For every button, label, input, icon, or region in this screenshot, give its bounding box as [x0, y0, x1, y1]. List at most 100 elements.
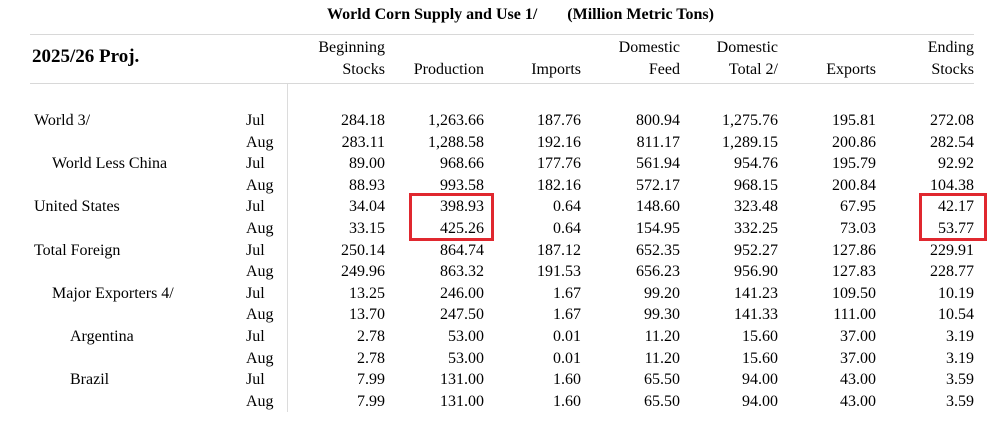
row-month: Aug [246, 133, 274, 151]
row-month: Jul [246, 198, 265, 216]
table-row: World Less China Jul 89.00 968.66 177.76 561.… [0, 153, 991, 175]
table-cell: 127.83 [832, 263, 876, 281]
table-cell: 192.16 [537, 133, 581, 151]
table-cell: 99.20 [644, 284, 680, 302]
table-cell: 53.00 [448, 328, 484, 345]
title-main: World Corn Supply and Use 1/ [327, 6, 538, 23]
table-cell: 3.19 [946, 349, 974, 367]
table-cell: 33.15 [349, 220, 385, 237]
row-month: Aug [246, 392, 274, 410]
table-cell: 0.64 [553, 220, 581, 237]
table-cell: 89.00 [349, 155, 385, 173]
column-header-line1: Beginning [318, 39, 385, 56]
table-cell: 0.64 [553, 198, 581, 216]
row-month: Jul [246, 241, 265, 259]
table-cell: 7.99 [357, 371, 385, 389]
column-header-line1: Domestic [716, 39, 778, 56]
table-cell: 43.00 [840, 392, 876, 410]
column-header-line1 [531, 37, 581, 59]
table-cell: 0.01 [553, 349, 581, 367]
table-cell: 127.86 [832, 241, 876, 259]
table-cell: 148.60 [636, 198, 680, 216]
row-month: Jul [246, 112, 265, 129]
row-label: Argentina [70, 328, 134, 345]
table-cell: 332.25 [734, 220, 778, 237]
column-header-line1 [414, 37, 484, 59]
table-cell: 250.14 [341, 241, 385, 259]
table-cell: 131.00 [440, 371, 484, 389]
table-cell: 200.86 [832, 133, 876, 151]
table-cell: 15.60 [742, 349, 778, 367]
column-header: Domestic Feed [619, 37, 680, 81]
column-header-line2: Total 2/ [728, 61, 778, 78]
highlight-box-production [409, 193, 494, 241]
column-header: Imports [531, 37, 581, 81]
table-cell: 10.19 [938, 284, 974, 302]
row-month: Aug [246, 263, 274, 281]
table-cell: 191.53 [537, 263, 581, 281]
table-cell: 1.60 [553, 392, 581, 410]
table-cell: 956.90 [734, 263, 778, 281]
column-header: Beginning Stocks [318, 37, 385, 81]
table-cell: 88.93 [349, 176, 385, 194]
row-month: Jul [246, 155, 265, 173]
table-row: Total Foreign Jul 250.14 864.74 187.12 652.35… [0, 240, 991, 262]
table-cell: 1,288.58 [428, 133, 484, 151]
table-cell: 43.00 [840, 371, 876, 389]
table-cell: 42.17 [938, 198, 974, 216]
table-cell: 11.20 [644, 328, 680, 345]
table-cell: 94.00 [742, 371, 778, 389]
highlight-box-ending-stocks [919, 193, 987, 241]
table-cell: 65.50 [644, 371, 680, 389]
table-cell: 811.17 [636, 133, 680, 151]
row-month: Aug [246, 306, 274, 324]
table-cell: 94.00 [742, 392, 778, 410]
table-cell: 800.94 [636, 112, 680, 129]
table-cell: 34.04 [349, 198, 385, 216]
table-cell: 99.30 [644, 306, 680, 324]
table-row: Aug 13.70 247.50 1.67 99.30 141.33 111.00 10.54 [0, 304, 991, 326]
row-label: Brazil [70, 371, 110, 389]
table-cell: 272.08 [930, 112, 974, 129]
table-row: Aug 33.15 425.26 0.64 154.95 332.25 73.03 53.77 [0, 218, 991, 240]
table-row: Aug 2.78 53.00 0.01 11.20 15.60 37.00 3.19 [0, 348, 991, 370]
column-header-line1: Domestic [618, 39, 680, 56]
table-cell: 863.32 [440, 263, 484, 281]
table-cell: 187.12 [537, 241, 581, 259]
column-header: Exports [826, 37, 876, 81]
table-row: Aug 249.96 863.32 191.53 656.23 956.90 127.83 2… [0, 261, 991, 283]
table-cell: 53.00 [448, 349, 484, 367]
table-cell: 11.20 [644, 349, 680, 367]
table-cell: 2.78 [357, 328, 385, 345]
table-cell: 656.23 [636, 263, 680, 281]
table-cell: 283.11 [341, 133, 385, 151]
table-cell: 864.74 [440, 241, 484, 259]
table-cell: 968.66 [440, 155, 484, 173]
row-label: Total Foreign [34, 241, 121, 259]
table-cell: 398.93 [440, 198, 484, 216]
row-label: World Less China [52, 155, 168, 173]
table-cell: 1.60 [553, 371, 581, 389]
column-header: Ending Stocks [928, 37, 974, 81]
table-cell: 1.67 [553, 306, 581, 324]
table-cell: 1,263.66 [428, 112, 484, 129]
table-row: Major Exporters 4/Jul 13.25 246.00 1.67 99.2… [0, 283, 991, 305]
table-row: Aug 88.93 993.58 182.16 572.17 968.15 200.84 10… [0, 175, 991, 197]
table-cell: 3.59 [946, 371, 974, 389]
column-header-line2: Stocks [931, 61, 974, 78]
table-cell: 67.95 [840, 198, 876, 216]
column-header-line2: Imports [531, 61, 581, 78]
label-column-divider [287, 84, 288, 412]
table-cell: 572.17 [636, 176, 680, 194]
table-cell: 73.03 [840, 220, 876, 237]
table-row: World 3/Jul 284.18 1,263.66 187.76 800.94 1,2… [0, 110, 991, 132]
table-cell: 228.77 [930, 263, 974, 281]
row-month: Aug [246, 176, 274, 194]
table-cell: 425.26 [440, 220, 484, 237]
table-cell: 154.95 [636, 220, 680, 237]
table-cell: 200.84 [832, 176, 876, 194]
table-cell: 229.91 [930, 241, 974, 259]
table-cell: 182.16 [537, 176, 581, 194]
table-cell: 968.15 [734, 176, 778, 194]
table-cell: 7.99 [357, 392, 385, 410]
